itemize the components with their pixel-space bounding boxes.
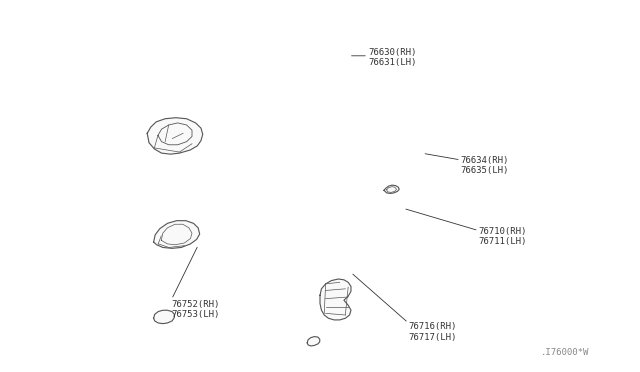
- Polygon shape: [154, 221, 200, 248]
- Text: 76630(RH)
76631(LH): 76630(RH) 76631(LH): [368, 48, 417, 67]
- Text: 76716(RH)
76717(LH): 76716(RH) 76717(LH): [408, 322, 457, 341]
- Text: 76710(RH)
76711(LH): 76710(RH) 76711(LH): [479, 227, 527, 246]
- Polygon shape: [384, 185, 399, 193]
- Text: .I76000*W: .I76000*W: [540, 348, 589, 357]
- Polygon shape: [147, 118, 203, 154]
- Text: 76752(RH)
76753(LH): 76752(RH) 76753(LH): [172, 300, 220, 319]
- Polygon shape: [320, 279, 351, 320]
- Text: 76634(RH)
76635(LH): 76634(RH) 76635(LH): [461, 156, 509, 175]
- Polygon shape: [307, 337, 320, 346]
- Polygon shape: [154, 310, 174, 324]
